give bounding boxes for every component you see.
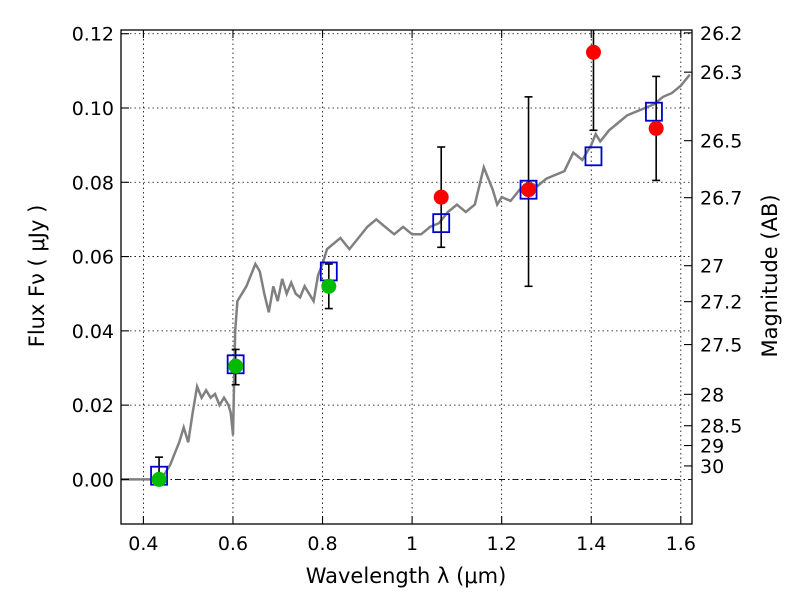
model-spectrum-line <box>121 73 691 481</box>
x-tick-label: 1 <box>406 533 418 555</box>
x-tick-label: 0.8 <box>307 533 337 555</box>
mag-tick-label: 26.3 <box>700 62 742 84</box>
mag-tick-label: 27.5 <box>700 335 742 357</box>
observed-point-green <box>228 358 244 374</box>
axis-ticks <box>121 30 692 524</box>
mag-tick-label: 26.7 <box>700 188 742 210</box>
observed-point-green <box>151 471 167 487</box>
x-tick-label: 0.4 <box>128 533 158 555</box>
x-tick-label: 1.6 <box>666 533 696 555</box>
mag-tick-label: 26.5 <box>700 131 742 153</box>
mag-tick-label: 26.2 <box>700 23 742 45</box>
synthetic-photometry-square <box>584 146 603 167</box>
x-tick-label: 1.4 <box>576 533 606 555</box>
y-tick-label: 0.06 <box>72 247 114 269</box>
mag-tick-label: 27 <box>700 256 724 278</box>
observed-photometry-points <box>151 44 664 487</box>
observed-point-green <box>321 278 337 294</box>
synthetic-photometry-squares <box>150 101 663 486</box>
observed-point-red <box>585 44 601 60</box>
observed-point-red <box>433 189 449 205</box>
y-tick-label: 0.10 <box>72 98 114 120</box>
grid-lines <box>121 30 692 524</box>
y-axis-label: Flux Fν ( μJy ) <box>25 205 49 348</box>
x-tick-label: 0.6 <box>218 533 248 555</box>
mag-tick-label: 28.5 <box>700 416 742 438</box>
y-tick-label: 0.02 <box>72 395 114 417</box>
mag-tick-label: 28 <box>700 384 724 406</box>
mag-tick-label: 30 <box>700 456 724 478</box>
y-tick-label: 0.12 <box>72 24 114 46</box>
mag-tick-label: 29 <box>700 436 724 458</box>
x-axis-label: Wavelength λ (μm) <box>306 564 507 588</box>
y-tick-label: 0.08 <box>72 172 114 194</box>
x-tick-label: 1.2 <box>487 533 517 555</box>
plot-frame <box>120 29 693 525</box>
synthetic-photometry-square <box>519 179 538 200</box>
y2-axis-label: Magnitude (AB) <box>758 194 782 357</box>
synthetic-photometry-square <box>645 101 663 122</box>
tick-labels: 0.4 0.6 0.8 1 1.2 1.4 1.6 0.00 0.02 0.04 0.06 0.08 0… <box>72 23 743 555</box>
observed-point-red <box>648 120 664 136</box>
observed-point-red <box>521 182 537 198</box>
model-spectrum-layer <box>121 73 691 481</box>
y-tick-label: 0.00 <box>72 469 114 491</box>
y-tick-label: 0.04 <box>72 321 114 343</box>
synthetic-photometry-square <box>432 213 451 234</box>
mag-tick-label: 27.2 <box>700 292 742 314</box>
